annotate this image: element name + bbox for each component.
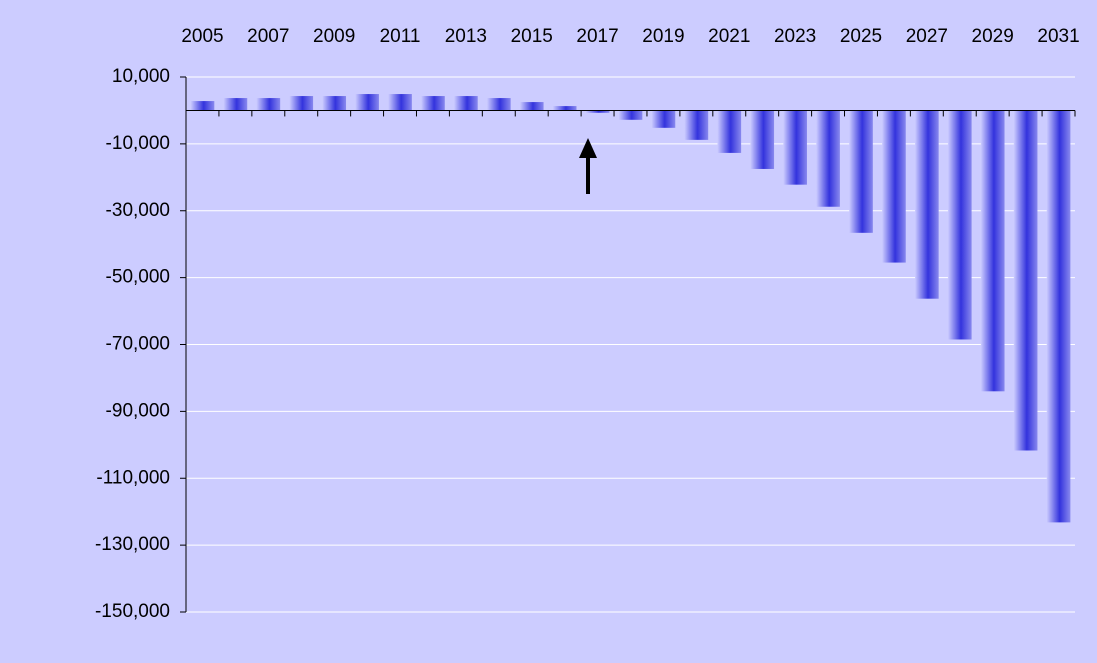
bar <box>717 110 742 153</box>
y-tick-label: -110,000 <box>96 467 170 488</box>
bar <box>618 110 643 120</box>
x-tick-label: 2015 <box>511 26 553 47</box>
x-tick-label: 2009 <box>313 26 355 47</box>
x-tick-label: 2031 <box>1037 26 1079 47</box>
x-tick-label: 2019 <box>642 26 684 47</box>
bar <box>783 110 807 185</box>
bar <box>947 110 972 340</box>
bar <box>816 110 840 207</box>
bar <box>421 96 445 111</box>
x-tick-label: 2025 <box>840 26 882 47</box>
bar <box>651 110 676 128</box>
x-tick-label: 2017 <box>576 26 618 47</box>
x-tick-label: 2011 <box>380 26 421 47</box>
x-tick-label: 2021 <box>708 26 750 47</box>
bar <box>256 98 281 111</box>
x-tick-label: 2027 <box>906 26 948 47</box>
bar <box>980 110 1005 392</box>
y-tick-label: -90,000 <box>106 400 170 421</box>
x-tick-label: 2023 <box>774 26 816 47</box>
bar <box>388 94 412 111</box>
y-tick-label: -130,000 <box>95 534 170 555</box>
bar <box>914 110 939 299</box>
bar <box>684 110 709 140</box>
arrow <box>579 138 597 194</box>
bar <box>454 96 478 111</box>
y-tick-label: -70,000 <box>106 334 170 355</box>
bar <box>486 98 511 111</box>
bar <box>1013 110 1038 451</box>
bar <box>519 102 544 111</box>
x-tick-label: 2013 <box>445 26 487 47</box>
bar <box>322 96 347 111</box>
x-tick-label: 2007 <box>247 26 289 47</box>
y-tick-label: -50,000 <box>106 267 170 288</box>
x-tick-label: 2029 <box>972 26 1014 47</box>
bar <box>585 110 610 113</box>
bar <box>223 98 248 111</box>
bar <box>552 106 577 111</box>
bar <box>849 110 873 233</box>
y-tick-label: -150,000 <box>95 601 170 622</box>
bar <box>289 96 314 111</box>
y-tick-label: -30,000 <box>106 200 170 221</box>
y-tick-label: -10,000 <box>106 133 170 154</box>
bar <box>190 101 215 111</box>
bar <box>882 110 906 263</box>
bar <box>750 110 775 169</box>
bar <box>1046 110 1071 523</box>
y-tick-label: 10,000 <box>112 66 170 87</box>
bar <box>355 94 379 111</box>
x-tick-label: 2005 <box>181 26 223 47</box>
